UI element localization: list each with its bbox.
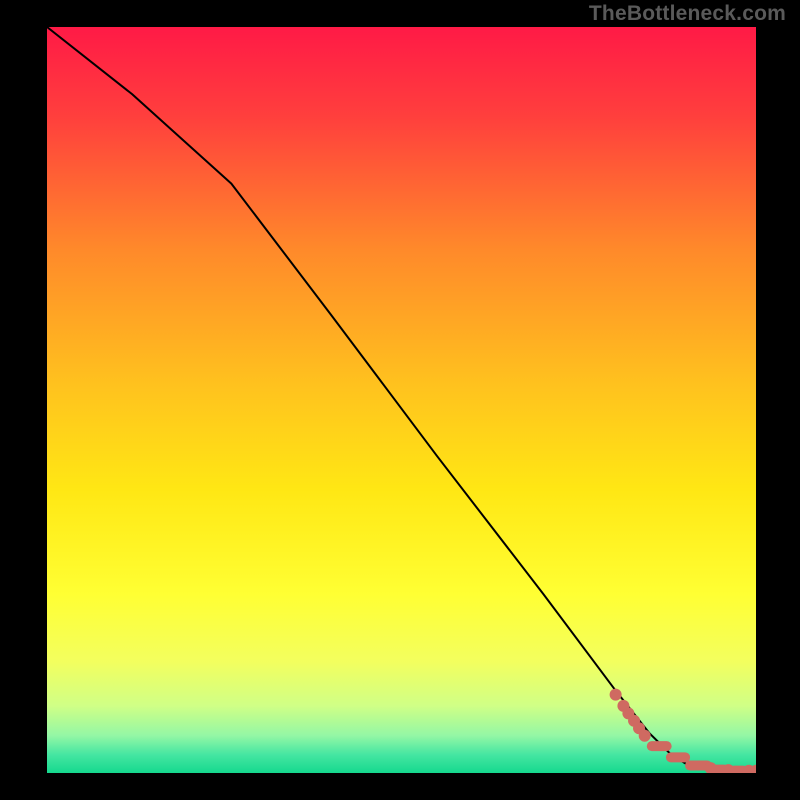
chart-frame: TheBottleneck.com [0, 0, 800, 800]
marker-dot [639, 730, 651, 742]
plot-svg [47, 27, 756, 773]
marker-dot [610, 689, 622, 701]
watermark-text: TheBottleneck.com [589, 2, 786, 26]
gradient-background [47, 27, 756, 773]
plot-area [47, 27, 756, 773]
